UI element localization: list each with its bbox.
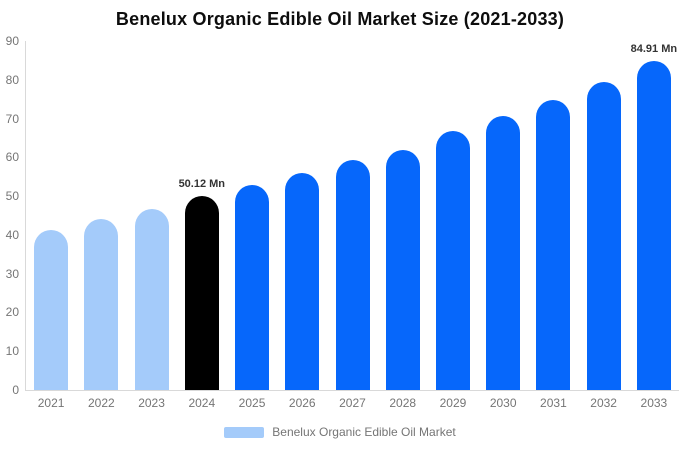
- y-tick-label: 20: [5, 305, 19, 320]
- legend-swatch-icon: [224, 426, 265, 438]
- y-tick-label: 40: [5, 227, 19, 242]
- x-tick-label: 2029: [439, 396, 467, 410]
- bar-2026[interactable]: [285, 173, 320, 390]
- x-tick-label: 2022: [87, 396, 115, 410]
- bar-2029[interactable]: [435, 130, 470, 390]
- y-tick-label: 70: [5, 111, 19, 126]
- bar-2023[interactable]: [134, 208, 169, 390]
- x-tick-label: 2026: [288, 396, 316, 410]
- bar-2028[interactable]: [385, 149, 420, 390]
- legend-label: Benelux Organic Edible Oil Market: [272, 425, 456, 439]
- x-tick-label: 2025: [238, 396, 266, 410]
- y-tick-label: 50: [5, 189, 19, 204]
- x-tick-label: 2031: [540, 396, 567, 410]
- y-tick-label: 80: [5, 72, 19, 87]
- x-tick-label: 2024: [188, 396, 216, 410]
- y-tick-label: 10: [5, 344, 19, 359]
- x-tick-label: 2032: [590, 396, 617, 410]
- bar-2030[interactable]: [486, 115, 521, 390]
- x-tick-label: 2033: [640, 396, 668, 410]
- bar-2021[interactable]: [34, 230, 69, 390]
- bar-value-label: 84.91 Mn: [630, 42, 678, 55]
- legend[interactable]: Benelux Organic Edible Oil Market: [0, 425, 680, 439]
- bar-2024[interactable]: [184, 195, 219, 390]
- x-tick-label: 2021: [37, 396, 65, 410]
- x-axis: 2021 2022 2023 2024 2025 2026 2027 2028 2029 2030…: [26, 396, 679, 412]
- bar-value-label: 50.12 Mn: [178, 177, 226, 190]
- y-tick-label: 30: [5, 266, 19, 281]
- y-tick-label: 0: [12, 383, 19, 397]
- x-tick-label: 2023: [138, 396, 165, 410]
- plot-area: 0 10 20 30 40 50 60 70 80 90 2021 2022 2023 2024 2025…: [6, 34, 679, 410]
- bar-2032[interactable]: [586, 81, 621, 390]
- x-tick-label: 2028: [389, 396, 417, 410]
- bar-2022[interactable]: [84, 219, 119, 390]
- y-tick-label: 60: [5, 150, 19, 165]
- bar-2027[interactable]: [335, 160, 370, 390]
- bar-2033[interactable]: [636, 60, 671, 390]
- bar-2025[interactable]: [235, 185, 270, 390]
- bar-2031[interactable]: [536, 99, 571, 390]
- y-tick-label: 90: [5, 34, 19, 48]
- x-tick-label: 2030: [489, 396, 517, 410]
- chart-title: Benelux Organic Edible Oil Market Size (…: [115, 9, 565, 29]
- x-tick-label: 2027: [339, 396, 366, 410]
